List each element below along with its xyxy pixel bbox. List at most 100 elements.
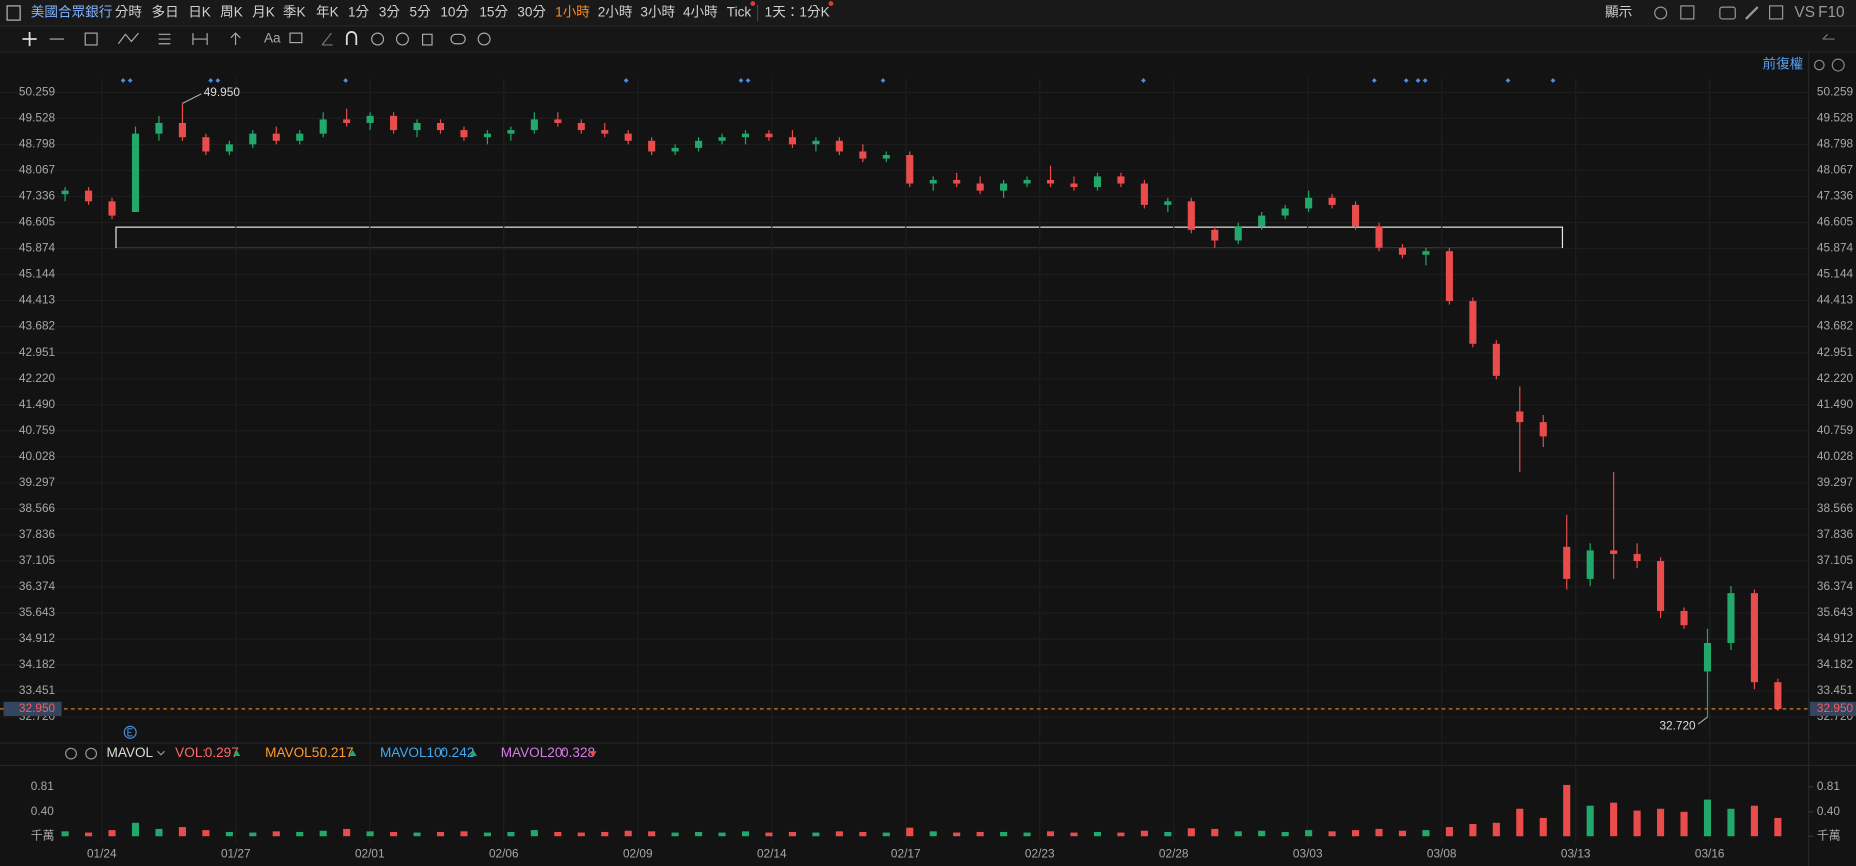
shape-tool[interactable] bbox=[84, 32, 98, 46]
display-menu[interactable]: 顯示 bbox=[1605, 5, 1632, 20]
candle-body bbox=[741, 133, 750, 138]
link-tool[interactable] bbox=[450, 33, 466, 45]
period-tab[interactable]: 季K bbox=[283, 5, 306, 20]
event-dot bbox=[1415, 78, 1421, 83]
sidebar-toggle[interactable] bbox=[6, 5, 21, 21]
magnet-tool[interactable] bbox=[345, 31, 358, 45]
candle-body bbox=[108, 201, 116, 216]
volume-bar bbox=[671, 832, 679, 837]
volume-bar bbox=[1516, 808, 1524, 837]
period-tab[interactable]: 周K bbox=[220, 5, 243, 20]
period-tab[interactable]: 30分 bbox=[517, 5, 546, 20]
adjust-label[interactable]: 前復權 bbox=[1762, 56, 1803, 72]
legend-value: 0.217 bbox=[320, 745, 354, 760]
settings-icon[interactable] bbox=[1654, 6, 1668, 20]
indicator-close[interactable] bbox=[85, 747, 98, 760]
move-tool[interactable] bbox=[22, 31, 37, 47]
event-glyph bbox=[127, 728, 133, 737]
volume-bar bbox=[882, 832, 890, 837]
note-tool[interactable] bbox=[289, 32, 303, 44]
angle-tool[interactable] bbox=[321, 32, 333, 46]
period-tab[interactable]: 月K bbox=[252, 5, 275, 20]
period-tab[interactable]: 3分 bbox=[379, 5, 401, 20]
x-tick-label: 03/08 bbox=[1427, 846, 1457, 860]
delete-tool[interactable] bbox=[421, 33, 433, 46]
volume-bar bbox=[1117, 832, 1125, 837]
candle-body bbox=[1211, 229, 1219, 241]
hide-tool[interactable] bbox=[395, 32, 409, 46]
symbol-name[interactable]: 美國合眾銀行 bbox=[31, 5, 113, 20]
candle-body bbox=[1328, 197, 1336, 205]
candle-body bbox=[1610, 550, 1618, 554]
volume-bar bbox=[178, 827, 186, 837]
y-tick-label-right: 34.912 bbox=[1817, 631, 1853, 645]
fib-tool[interactable] bbox=[158, 33, 171, 45]
y-tick-label-right: 46.605 bbox=[1817, 215, 1854, 229]
y-tick-label: 48.798 bbox=[19, 137, 56, 151]
minus-icon[interactable] bbox=[1831, 58, 1845, 72]
candle-body bbox=[483, 133, 491, 138]
indicator-settings[interactable] bbox=[65, 747, 77, 760]
y-tick-label-right: 49.528 bbox=[1817, 111, 1854, 125]
period-tab[interactable]: 2小時 bbox=[598, 5, 633, 20]
text-tool[interactable]: Aa bbox=[264, 31, 281, 46]
candle-body bbox=[624, 133, 632, 141]
candle-body bbox=[1633, 553, 1641, 562]
y-tick-label: 37.836 bbox=[19, 527, 56, 541]
legend-name: MAVOL10: bbox=[380, 745, 446, 760]
volume-bar bbox=[1234, 831, 1242, 837]
measure-tool[interactable] bbox=[192, 33, 208, 45]
y-tick-label: 43.682 bbox=[19, 319, 55, 333]
f10-button[interactable]: F10 bbox=[1818, 4, 1845, 21]
period-tab[interactable]: 分時 bbox=[115, 5, 142, 20]
fullscreen-icon[interactable] bbox=[1769, 5, 1784, 20]
vs-button[interactable]: VS bbox=[1794, 4, 1815, 21]
wave-tool[interactable] bbox=[117, 32, 139, 45]
candle-body bbox=[648, 140, 656, 152]
volume-bar bbox=[695, 831, 703, 837]
period-tab[interactable]: Tick bbox=[727, 5, 752, 20]
y-tick-label: 45.144 bbox=[19, 267, 56, 281]
legend-name: MAVOL20: bbox=[501, 745, 567, 760]
indicator-name[interactable]: MAVOL bbox=[107, 745, 154, 760]
y-tick-label: 44.413 bbox=[19, 293, 56, 307]
period-tab[interactable]: 15分 bbox=[479, 5, 508, 20]
low-leader bbox=[1697, 716, 1708, 725]
y-tick-label-right: 42.951 bbox=[1817, 345, 1853, 359]
pen-icon[interactable] bbox=[1745, 6, 1759, 20]
y-tick-label: 36.374 bbox=[19, 579, 56, 593]
last-price-label-right: 32.950 bbox=[1817, 701, 1854, 715]
undo[interactable] bbox=[1822, 33, 1835, 40]
period-tab[interactable]: 5分 bbox=[410, 5, 432, 20]
candle-body bbox=[788, 137, 796, 145]
period-tab[interactable]: 年K bbox=[316, 5, 339, 20]
volume-bar bbox=[1140, 830, 1148, 837]
lock-tool[interactable] bbox=[371, 32, 385, 46]
vol-tick-label-right: 0.40 bbox=[1817, 804, 1840, 818]
indicator-dropdown[interactable] bbox=[157, 750, 165, 756]
y-tick-label: 41.490 bbox=[19, 397, 56, 411]
candle-body bbox=[859, 151, 867, 159]
period-tab[interactable]: 10分 bbox=[440, 5, 469, 20]
volume-bar bbox=[413, 832, 421, 837]
period-tab[interactable]: 4小時 bbox=[683, 5, 718, 20]
tool-settings[interactable] bbox=[477, 32, 491, 46]
period-tab[interactable]: 多日 bbox=[152, 5, 179, 20]
period-tab[interactable]: 1小時 bbox=[555, 5, 590, 20]
reset-icon[interactable] bbox=[1813, 59, 1825, 71]
period-tab[interactable]: 3小時 bbox=[640, 5, 675, 20]
period-tab[interactable]: 1分 bbox=[348, 5, 370, 20]
volume-bar bbox=[296, 831, 304, 837]
volume-bar bbox=[483, 832, 491, 837]
last-price-label: 32.950 bbox=[19, 701, 56, 715]
candle-body bbox=[1516, 411, 1524, 423]
layout-icon[interactable] bbox=[1680, 5, 1695, 20]
arrow-tool[interactable] bbox=[230, 32, 241, 45]
event-marker[interactable] bbox=[123, 725, 137, 739]
range-select[interactable]: 1天：1分K bbox=[765, 5, 830, 20]
y-tick-label-right: 36.374 bbox=[1817, 579, 1854, 593]
camera-icon[interactable] bbox=[1719, 6, 1736, 20]
volume-bar bbox=[953, 832, 961, 837]
period-tab[interactable]: 日K bbox=[188, 5, 211, 20]
candle-body bbox=[436, 122, 445, 131]
